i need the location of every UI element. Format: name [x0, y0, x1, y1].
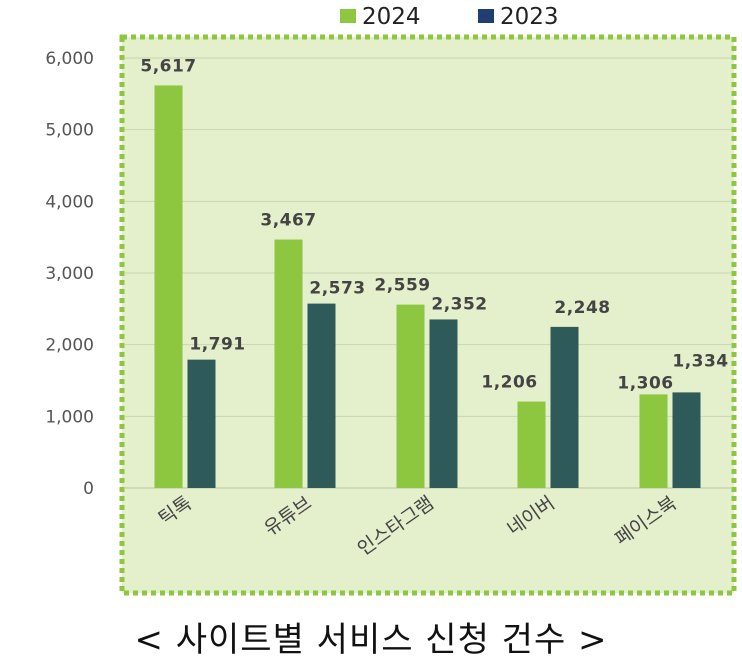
y-tick-label: 4,000 — [45, 192, 94, 212]
bar-2023 — [550, 326, 579, 488]
bar-2024 — [274, 239, 303, 488]
bar-value-label: 5,617 — [140, 56, 196, 76]
bar-value-label: 1,206 — [481, 373, 537, 393]
y-axis-ticks: 0 1,000 2,000 3,000 4,000 5,000 6,000 — [45, 49, 94, 499]
bar-value-label: 1,334 — [672, 351, 728, 371]
legend-label: 2024 — [362, 4, 421, 30]
legend-swatch-2023 — [478, 9, 494, 23]
bar-value-label: 2,352 — [431, 294, 487, 314]
bar-2024 — [639, 394, 668, 488]
y-tick-label: 2,000 — [45, 336, 94, 356]
bar-value-label: 3,467 — [260, 211, 316, 231]
bar-2024 — [517, 401, 546, 488]
y-tick-label: 6,000 — [45, 49, 94, 69]
bar-2024 — [396, 304, 425, 488]
bar-2023 — [672, 392, 701, 488]
bar-value-label: 2,573 — [309, 279, 365, 299]
bar-2023 — [187, 359, 216, 488]
bar-2023 — [429, 319, 458, 488]
bars — [154, 85, 701, 488]
legend: 2024 2023 — [340, 4, 559, 30]
chart-caption: < 사이트별 서비스 신청 건수 > — [134, 620, 608, 660]
bar-value-label: 1,306 — [617, 373, 673, 393]
y-tick-label: 0 — [83, 479, 94, 499]
legend-label: 2023 — [500, 4, 559, 30]
bar-value-label: 1,791 — [189, 335, 245, 355]
bar-value-label: 2,248 — [554, 298, 610, 318]
bar-2023 — [307, 303, 336, 488]
y-tick-label: 3,000 — [45, 264, 94, 284]
bar-value-label: 2,559 — [374, 276, 430, 296]
gridlines — [125, 57, 731, 489]
y-tick-label: 1,000 — [45, 407, 94, 427]
legend-swatch-2024 — [340, 9, 356, 23]
bar-2024 — [154, 85, 183, 488]
bar-chart: 0 1,000 2,000 3,000 4,000 5,000 6,000 5,617 1,7… — [45, 4, 737, 596]
y-tick-label: 5,000 — [45, 121, 94, 141]
